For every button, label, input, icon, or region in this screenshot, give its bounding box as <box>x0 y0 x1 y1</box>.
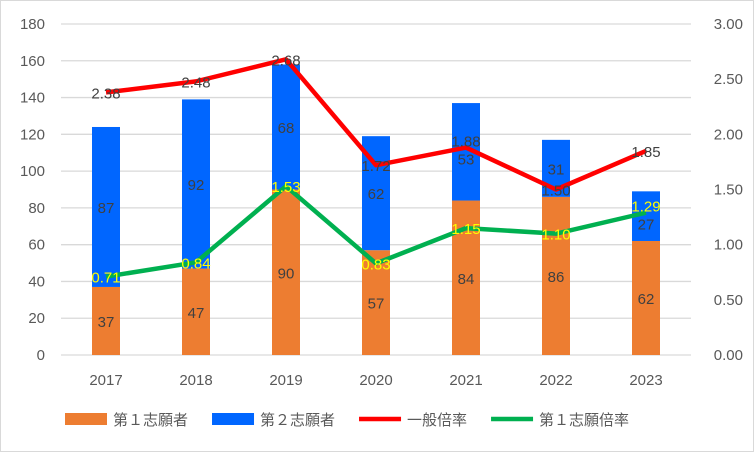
bar-second <box>182 99 210 269</box>
line-data-label: 1.29 <box>631 198 660 215</box>
line-data-label: 1.53 <box>271 179 300 196</box>
line-data-label: 0.83 <box>361 256 390 273</box>
y-left-tick-label: 160 <box>20 53 45 70</box>
legend-swatch <box>212 413 255 425</box>
line-data-label: 1.72 <box>361 158 390 175</box>
line-data-label: 2.68 <box>271 52 300 69</box>
y-left-tick-label: 60 <box>28 237 45 254</box>
y-left-tick-label: 40 <box>28 273 45 290</box>
y-right-tick-label: 3.00 <box>714 16 743 33</box>
line-data-label: 0.84 <box>181 255 210 272</box>
bar-first <box>182 268 210 355</box>
bar-first <box>362 250 390 355</box>
bar-data-label: 92 <box>188 177 205 194</box>
y-right-tick-label: 2.00 <box>714 126 743 143</box>
bar-data-label: 31 <box>548 161 565 178</box>
y-left-tick-label: 20 <box>28 310 45 327</box>
line-data-label: 1.15 <box>451 221 480 238</box>
line-series-0 <box>105 57 647 192</box>
y-left-tick-label: 100 <box>20 163 45 180</box>
line-data-label: 1.85 <box>631 144 660 161</box>
legend-label: 第２志願者 <box>260 411 335 429</box>
legend-label: 第１志願倍率 <box>539 411 629 429</box>
bar-data-label: 57 <box>368 296 385 313</box>
bar-first <box>632 240 660 355</box>
bar-data-label: 86 <box>548 269 565 286</box>
line-data-label: 1.50 <box>541 183 570 200</box>
bar-data-label: 90 <box>278 265 295 282</box>
line-data-label: 2.48 <box>181 74 210 91</box>
line-series-1 <box>105 183 647 279</box>
bar-second <box>92 126 120 287</box>
y-right-tick-label: 0.00 <box>714 347 743 364</box>
x-tick-label: 2019 <box>269 372 302 389</box>
bar-first <box>272 189 300 355</box>
y-left-tick-label: 80 <box>28 200 45 217</box>
bar-data-label: 37 <box>98 314 115 331</box>
x-tick-label: 2021 <box>449 372 482 389</box>
bar-data-label: 84 <box>458 271 475 288</box>
bar-second <box>272 64 300 190</box>
x-tick-label: 2023 <box>629 372 662 389</box>
x-tick-label: 2022 <box>539 372 572 389</box>
bar-first <box>542 196 570 355</box>
bar-data-label: 47 <box>188 305 205 322</box>
legend-label: 第１志願者 <box>113 411 188 429</box>
bar-data-label: 87 <box>98 200 115 217</box>
bar-data-label: 27 <box>638 216 655 233</box>
y-right-tick-label: 0.50 <box>714 292 743 309</box>
y-left-tick-label: 120 <box>20 126 45 143</box>
bar-data-label: 62 <box>368 186 385 203</box>
legend-label: 一般倍率 <box>407 412 467 429</box>
y-right-tick-label: 1.00 <box>714 237 743 254</box>
line-data-label: 0.71 <box>91 270 120 287</box>
bar-first <box>92 286 120 355</box>
x-tick-label: 2020 <box>359 372 392 389</box>
line-data-label: 2.38 <box>91 85 120 102</box>
legend-swatch <box>65 413 107 425</box>
y-left-tick-label: 0 <box>37 347 45 364</box>
bar-data-label: 62 <box>638 291 655 308</box>
x-tick-label: 2017 <box>89 372 122 389</box>
y-right-tick-label: 1.50 <box>714 182 743 199</box>
y-right-tick-label: 2.50 <box>714 71 743 88</box>
y-left-tick-label: 140 <box>20 90 45 107</box>
line-data-label: 1.88 <box>451 134 480 151</box>
bar-data-label: 53 <box>458 152 475 169</box>
y-left-tick-label: 180 <box>20 16 45 33</box>
line-data-label: 1.10 <box>541 227 570 244</box>
x-tick-label: 2018 <box>179 372 212 389</box>
bar-data-label: 68 <box>278 120 295 137</box>
